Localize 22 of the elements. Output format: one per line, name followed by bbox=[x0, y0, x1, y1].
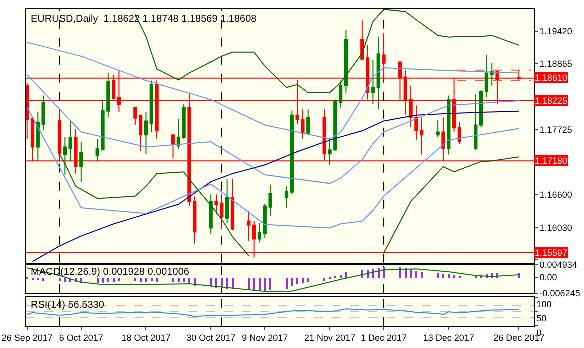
x-tick-label: 18 Oct 2017 bbox=[122, 332, 171, 343]
y-tick-label: 1.18865 bbox=[540, 58, 572, 69]
x-tick-label: 30 Oct 2017 bbox=[186, 332, 236, 343]
ref-line-label: 1.18610 bbox=[535, 73, 568, 83]
y-tick-label: 100 bbox=[536, 299, 552, 310]
x-tick-label: 6 Oct 2017 bbox=[59, 332, 104, 343]
ref-line-label: 1.15597 bbox=[535, 248, 568, 258]
x-tick-label: 1 Dec 2017 bbox=[361, 332, 408, 343]
ref-line-label: 1.18225 bbox=[535, 96, 568, 106]
y-tick-label: 1.19420 bbox=[540, 26, 572, 37]
y-tick-label: 0.00 bbox=[540, 272, 558, 283]
y-tick-label: 50 bbox=[536, 314, 547, 324]
y-tick-label: 0.004934 bbox=[540, 260, 578, 270]
y-tick-label: 1.16600 bbox=[540, 190, 572, 200]
y-tick-label: 1.16030 bbox=[540, 222, 572, 233]
y-tick-label: 1.17725 bbox=[540, 124, 572, 135]
x-tick-label: 21 Nov 2017 bbox=[304, 332, 356, 343]
x-tick-label: 13 Dec 2017 bbox=[423, 332, 474, 343]
x-tick-label: 26 Sep 2017 bbox=[2, 332, 53, 343]
ref-line-label: 1.17180 bbox=[535, 156, 568, 166]
x-tick-label: 9 Nov 2017 bbox=[242, 332, 288, 343]
y-tick-label: -0.006245 bbox=[540, 288, 580, 299]
